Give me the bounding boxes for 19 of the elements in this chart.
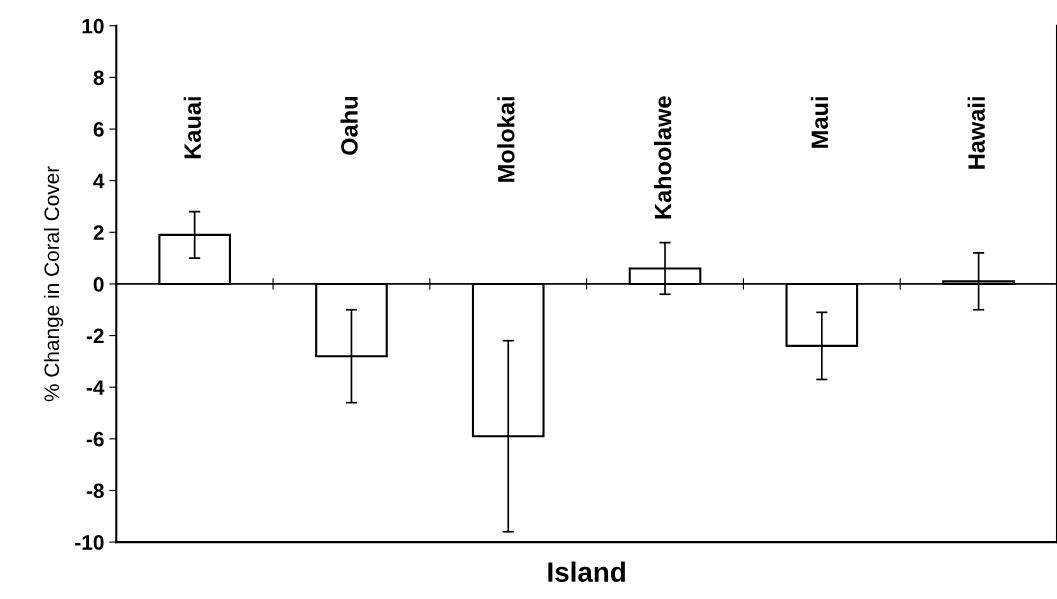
x-tick-label: Hawaii	[967, 97, 985, 169]
y-tick-label: -6	[86, 431, 104, 447]
y-axis-title: % Change in Coral Cover	[43, 166, 64, 402]
y-tick-label: 10	[82, 18, 104, 34]
x-axis-title: Island	[548, 561, 625, 582]
y-tick-label: -2	[86, 328, 104, 344]
y-tick-label: 6	[93, 122, 104, 137]
y-tick-label: 2	[93, 225, 104, 240]
y-tick-label: 0	[93, 276, 104, 292]
x-tick-label: Oahu	[340, 97, 358, 155]
x-tick-label: Molokai	[497, 97, 515, 182]
y-tick-label: -8	[86, 483, 104, 499]
x-tick-label: Maui	[810, 97, 829, 148]
y-tick-label: 4	[93, 173, 105, 189]
x-tick-label: Kahoolawe	[654, 96, 672, 219]
x-tick-label: Kauai	[183, 97, 201, 159]
y-tick-label: 8	[93, 70, 104, 86]
y-tick-label: -4	[86, 380, 105, 395]
y-tick-label: -10	[75, 535, 104, 550]
